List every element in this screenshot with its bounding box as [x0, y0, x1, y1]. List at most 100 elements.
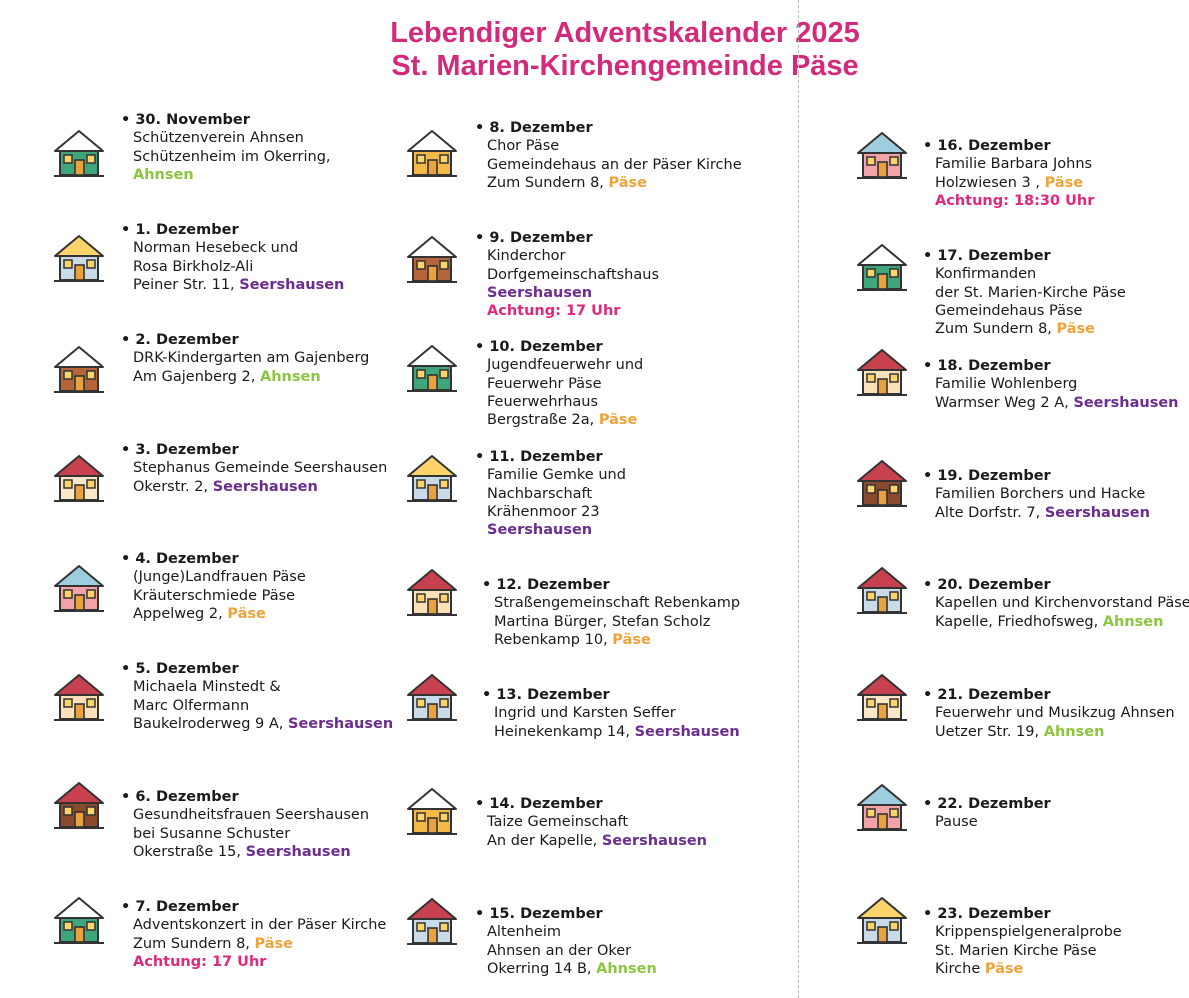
entry-date: 22. Dezember: [923, 795, 1050, 813]
entry-text: Gemeindehaus Päse: [935, 302, 1083, 319]
entry-line: Kapellen und Kirchenvorstand Päse: [935, 594, 1189, 612]
entry-line: Zum Sundern 8, Päse: [935, 320, 1126, 338]
snowy-house-icon: [52, 670, 106, 724]
entry-line: Feuerwehr Päse: [487, 375, 643, 393]
entry-text: Gesundheitsfrauen Seershausen: [133, 807, 370, 824]
entry-text: Pause: [935, 814, 978, 831]
house-icon: [52, 561, 106, 615]
entry-date: 17. Dezember: [923, 247, 1126, 265]
snowy-house-icon: [405, 565, 459, 619]
house-icon: [855, 128, 909, 182]
entry-line: Familie Gemke und: [487, 466, 626, 484]
entry-line: Schützenverein Ahnsen: [133, 129, 331, 147]
entry-text: Michaela Minstedt &: [133, 679, 281, 696]
entry-highlight: Seershausen: [212, 478, 318, 495]
barn-house-icon: [855, 456, 909, 510]
entry-line: Am Gajenberg 2, Ahnsen: [133, 368, 369, 386]
entry-line: Holzwiesen 3 , Päse: [935, 174, 1094, 192]
entry-highlight: Seershausen: [601, 832, 707, 849]
entry-text: Uetzer Str. 19,: [935, 723, 1044, 740]
entry-text: Am Gajenberg 2,: [133, 368, 261, 385]
entry-text: Jugendfeuerwehr und: [487, 357, 644, 374]
entry-text: Gemeindehaus an der Päser Kirche: [487, 156, 742, 173]
entry-line: Nachbarschaft: [487, 485, 626, 503]
entry-text: Appelweg 2,: [133, 605, 228, 622]
entry-date: 15. Dezember: [475, 905, 657, 923]
entry-highlight: Ahnsen: [1102, 613, 1164, 630]
entry-highlight: Päse: [254, 935, 294, 952]
entry-text: Baukelroderweg 9 A,: [133, 715, 289, 732]
entry-date: 1. Dezember: [121, 221, 344, 239]
entry-line: Kräuterschmiede Päse: [133, 587, 306, 605]
entry-date: 8. Dezember: [475, 119, 742, 137]
entry-text: bei Susanne Schuster: [133, 825, 291, 842]
entry-text: Familie Barbara Johns: [935, 156, 1093, 173]
entry-highlight: Päse: [984, 960, 1024, 977]
snowy-house-icon: [855, 345, 909, 399]
page-title-line-1: Lebendiger Adventskalender 2025: [390, 17, 860, 49]
entry-highlight: Ahnsen: [260, 368, 321, 385]
entry-highlight: Päse: [612, 631, 651, 648]
snowy-house-icon: [855, 240, 909, 294]
snowy-house-icon: [52, 126, 106, 180]
barn-house-icon: [52, 778, 106, 832]
entry-text: St. Marien Kirche Päse: [935, 942, 1097, 959]
entry-text: Kapellen und Kirchenvorstand Päse: [935, 595, 1189, 612]
entry-highlight: Seershausen: [245, 843, 351, 860]
entry-highlight: Seershausen: [487, 522, 593, 539]
entry-date: 9. Dezember: [475, 229, 659, 247]
entry-date: 6. Dezember: [121, 788, 369, 806]
entry-date: 12. Dezember: [482, 576, 740, 594]
entry-line: Ahnsen an der Oker: [487, 942, 657, 960]
entry-text: der St. Marien-Kirche Päse: [935, 284, 1126, 301]
entry-text: Altenheim: [487, 924, 562, 941]
entry-text: Feuerwehr und Musikzug Ahnsen: [935, 705, 1175, 722]
entry-line: Peiner Str. 11, Seershausen: [133, 276, 344, 294]
entry-highlight: Achtung: 17 Uhr: [133, 953, 267, 970]
entry-text: DRK-Kindergarten am Gajenberg: [133, 350, 370, 367]
entry-text: Warmser Weg 2 A,: [935, 394, 1074, 411]
entry-text: Straßengemeinschaft Rebenkamp: [494, 595, 741, 612]
entry-text: Nachbarschaft: [487, 485, 593, 502]
entry-highlight: Päse: [598, 412, 638, 429]
entry-text: An der Kapelle,: [487, 832, 602, 849]
entry-text: Rebenkamp 10,: [494, 631, 613, 648]
entry-line: Stephanus Gemeinde Seershausen: [133, 459, 387, 477]
entry-line: Alte Dorfstr. 7, Seershausen: [935, 504, 1150, 522]
entry-text: Krähenmoor 23: [487, 503, 600, 520]
entry-date: 19. Dezember: [923, 467, 1150, 485]
entry-text: Kinderchor: [487, 248, 566, 265]
entry-text: Kapelle, Friedhofsweg,: [935, 613, 1103, 630]
entry-line: Konfirmanden: [935, 265, 1126, 283]
entry-text: Feuerwehr Päse: [487, 375, 602, 392]
entry-line: Familien Borchers und Hacke: [935, 485, 1150, 503]
log-cabin-icon: [52, 342, 106, 396]
entry-text: Familien Borchers und Hacke: [935, 486, 1146, 503]
entry-text: Norman Hesebeck und: [133, 240, 299, 257]
entry-line: Norman Hesebeck und: [133, 239, 344, 257]
entry-text: Peiner Str. 11,: [133, 276, 240, 293]
entry-line: Bergstraße 2a, Päse: [487, 411, 643, 429]
entry-highlight: Ahnsen: [133, 166, 194, 183]
entry-line: Heinekenkamp 14, Seershausen: [494, 723, 740, 741]
entry-text: Heinekenkamp 14,: [494, 723, 635, 740]
entry-date: 16. Dezember: [923, 137, 1094, 155]
entry-text: Ahnsen an der Oker: [487, 942, 632, 959]
entry-text: Kräuterschmiede Päse: [133, 587, 296, 604]
entry-line: Straßengemeinschaft Rebenkamp: [494, 594, 740, 612]
entry-line: Michaela Minstedt &: [133, 678, 393, 696]
entry-line: Kapelle, Friedhofsweg, Ahnsen: [935, 613, 1189, 631]
entry-text: Stephanus Gemeinde Seershausen: [133, 460, 388, 477]
entry-text: Familie Gemke und: [487, 467, 626, 484]
entry-highlight: Seershausen: [1073, 394, 1179, 411]
entry-line: Warmser Weg 2 A, Seershausen: [935, 394, 1179, 412]
